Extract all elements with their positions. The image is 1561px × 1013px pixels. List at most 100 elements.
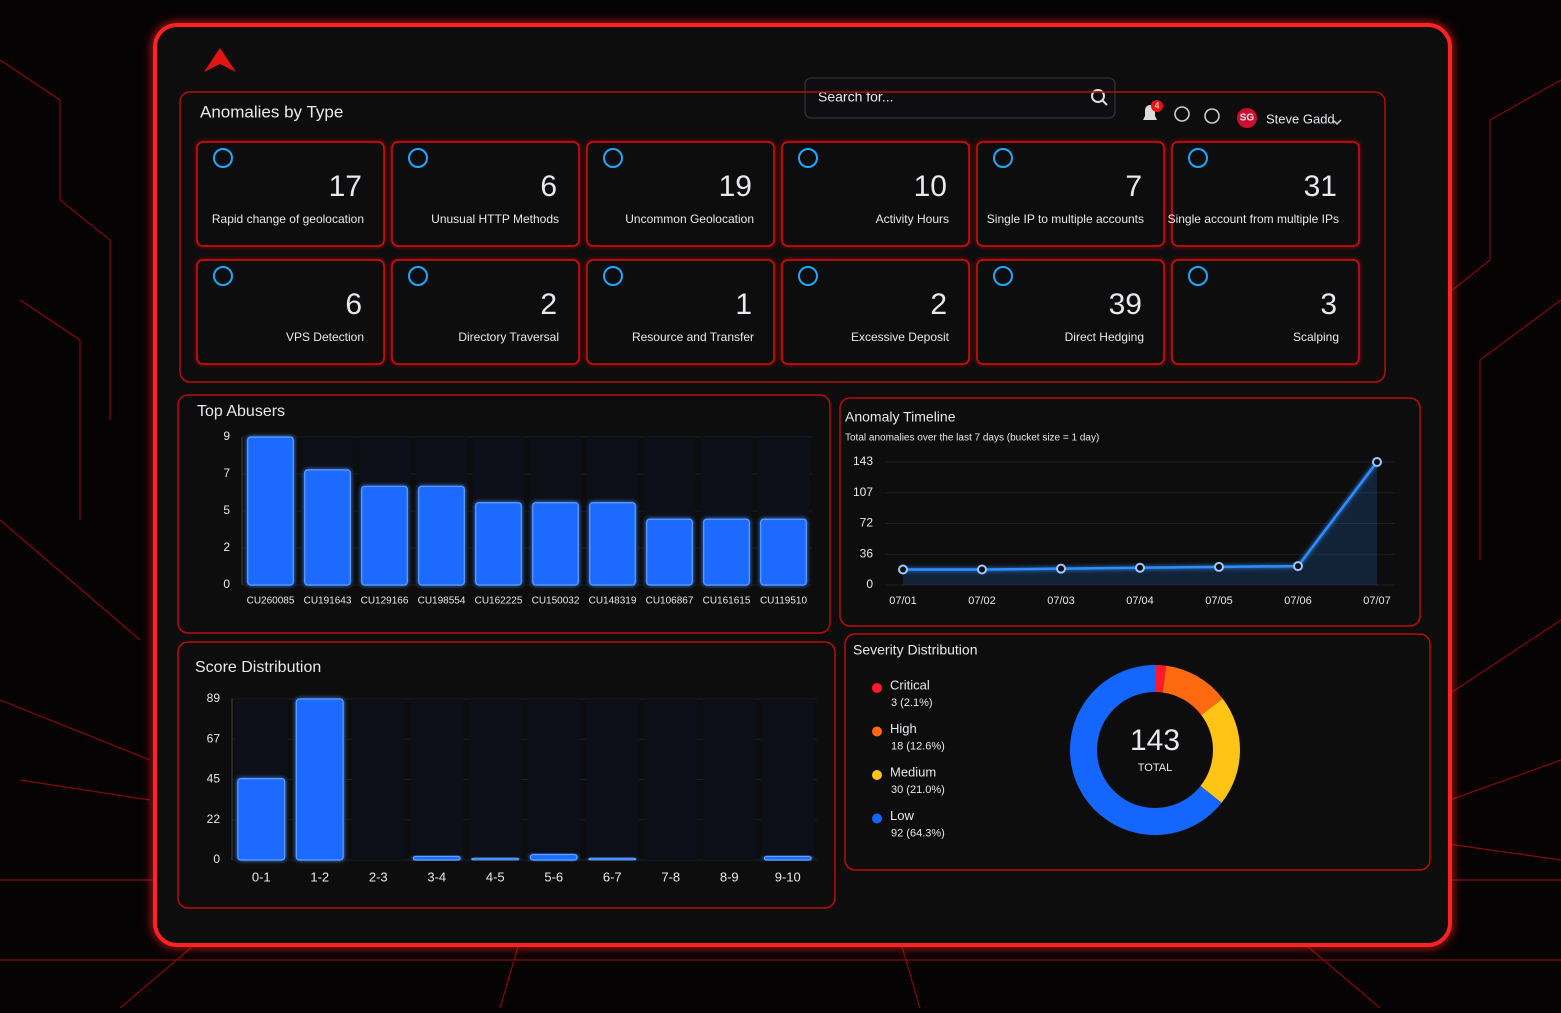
anomaly-card (976, 259, 1165, 365)
card-icon (603, 148, 623, 168)
y-tick-label: 22 (207, 812, 221, 826)
card-count: 2 (540, 288, 557, 321)
anomaly-card (781, 259, 970, 365)
x-tick-label: CU148319 (589, 596, 637, 607)
user-name[interactable]: Steve Gadd (1266, 111, 1335, 126)
anomaly-card (391, 141, 580, 247)
bar (295, 698, 344, 861)
x-tick-label: CU198554 (418, 596, 466, 607)
x-tick-label: CU191643 (304, 596, 352, 607)
card-label: Excessive Deposit (851, 330, 950, 344)
point (1372, 457, 1382, 467)
card-count: 10 (914, 170, 947, 203)
x-tick-label: 07/03 (1047, 595, 1075, 607)
y-tick-label: 36 (860, 546, 874, 560)
y-tick-label: 2 (223, 540, 230, 554)
chart-title: Anomaly Timeline (845, 409, 956, 425)
column-bg (527, 699, 581, 860)
search-box[interactable] (804, 77, 1116, 119)
column-bg (410, 699, 464, 860)
score-panel (177, 641, 836, 909)
bar (588, 857, 637, 861)
y-tick-label: 107 (853, 485, 873, 499)
card-icon (408, 148, 428, 168)
bar (589, 502, 636, 586)
y-tick-label: 72 (860, 516, 874, 530)
legend-label: High (890, 721, 917, 736)
y-tick-label: 0 (213, 852, 220, 866)
bar (703, 518, 750, 586)
chart-title: Score Distribution (195, 659, 321, 676)
card-icon (1188, 148, 1208, 168)
card-icon (213, 148, 233, 168)
x-tick-label: 0-1 (252, 869, 271, 884)
card-icon (798, 266, 818, 286)
x-tick-label: 07/01 (889, 595, 917, 607)
y-tick-label: 9 (223, 429, 230, 443)
x-tick-label: 4-5 (486, 869, 505, 884)
legend-label: Critical (890, 677, 930, 692)
card-label: Rapid change of geolocation (212, 212, 364, 226)
settings-icon[interactable] (1174, 106, 1190, 122)
card-label: Resource and Transfer (632, 330, 754, 344)
language-icon[interactable] (1204, 108, 1220, 124)
point (898, 564, 908, 575)
card-icon (1188, 266, 1208, 286)
legend-swatch (872, 813, 882, 824)
column-bg (644, 699, 698, 860)
notification-badge (1151, 100, 1163, 112)
anomaly-card (196, 141, 385, 247)
card-label: Activity Hours (876, 212, 949, 226)
donut-total: 143 (1130, 724, 1180, 757)
legend-value: 30 (21.0%) (891, 784, 945, 796)
point (1293, 561, 1303, 572)
card-count: 1 (735, 288, 752, 321)
x-tick-label: 8-9 (720, 869, 739, 884)
point (1135, 562, 1145, 573)
x-tick-label: 07/04 (1126, 595, 1154, 607)
anomaly-card (1171, 141, 1360, 247)
card-icon (798, 148, 818, 168)
x-tick-label: 6-7 (603, 869, 622, 884)
chart-title: Severity Distribution (853, 642, 978, 658)
logo (204, 48, 236, 72)
donut-slice (1155, 665, 1167, 693)
anomaly-card (196, 259, 385, 365)
card-count: 17 (329, 170, 362, 203)
x-tick-label: CU162225 (475, 596, 523, 607)
anomalies-title: Anomalies by Type (200, 102, 343, 121)
user-menu-caret[interactable] (1332, 119, 1342, 126)
x-tick-label: CU119510 (760, 596, 808, 607)
bar (237, 777, 286, 861)
timeline-panel (839, 397, 1421, 627)
top-abusers-panel (177, 394, 831, 634)
bar (763, 855, 812, 861)
avatar[interactable] (1237, 108, 1257, 128)
legend-swatch (872, 770, 882, 780)
bar (418, 485, 465, 586)
anomaly-card (586, 141, 775, 247)
y-tick-label: 45 (207, 772, 221, 786)
x-tick-label: 07/02 (968, 595, 996, 607)
search-icon[interactable] (1091, 89, 1108, 106)
y-tick-label: 0 (223, 577, 230, 591)
card-count: 6 (540, 170, 557, 203)
search-placeholder: Search for... (818, 89, 893, 105)
card-label: VPS Detection (286, 330, 364, 344)
x-tick-label: 7-8 (661, 869, 680, 884)
card-icon (993, 266, 1013, 286)
bar (475, 502, 522, 586)
legend-value: 3 (2.1%) (891, 697, 933, 709)
legend-label: Medium (890, 764, 936, 779)
chart-subtitle: Total anomalies over the last 7 days (bu… (845, 433, 1099, 444)
x-tick-label: 9-10 (775, 869, 801, 884)
x-tick-label: 1-2 (310, 869, 329, 884)
card-label: Uncommon Geolocation (625, 212, 754, 226)
bar (304, 469, 351, 586)
point (977, 564, 987, 575)
x-tick-label: CU106867 (646, 596, 694, 607)
card-icon (993, 148, 1013, 168)
